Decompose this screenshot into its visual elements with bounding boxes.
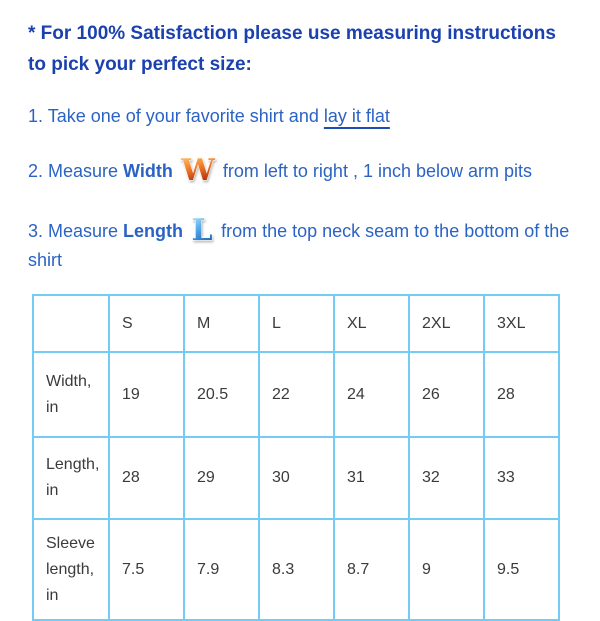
length-bold-label: Length	[123, 221, 184, 241]
row-label-sleeve-length: Sleeve length, in	[32, 518, 110, 621]
heading-line-2: to pick your perfect size:	[28, 54, 252, 75]
lay-it-flat-emphasis: lay it flat	[323, 106, 390, 126]
column-header-3xl: 3XL	[483, 294, 560, 353]
satisfaction-heading: * For 100% Satisfaction please use measu…	[28, 18, 580, 80]
l-glyph: L	[192, 213, 213, 248]
column-header-m: M	[183, 294, 260, 353]
length-s-cell: 28	[108, 436, 185, 520]
step-2-measure-width: 2. Measure Width W from left to right , …	[28, 150, 573, 189]
sleeve-l-cell: 8.3	[258, 518, 335, 621]
width-letter-w-icon: W	[180, 153, 217, 189]
step-3-measure-length: 3. Measure Length L from the top neck se…	[28, 210, 573, 272]
step-3-text-before: 3. Measure	[28, 221, 124, 241]
length-xl-cell: 31	[333, 436, 410, 520]
sleeve-3xl-cell: 9.5	[483, 518, 560, 621]
column-header-xl: XL	[333, 294, 410, 353]
width-3xl-cell: 28	[483, 351, 560, 438]
column-header-s: S	[108, 294, 185, 353]
width-m-cell: 20.5	[183, 351, 260, 438]
length-letter-l-icon: L	[191, 213, 213, 249]
step-1-text: 1. Take one of your favorite shirt and	[28, 106, 324, 126]
step-2-text-after: from left to right , 1 inch below arm pi…	[222, 161, 533, 181]
step-1-lay-flat: 1. Take one of your favorite shirt and l…	[28, 104, 573, 128]
table-row-length: Length, in 28 29 30 31 32 33	[32, 436, 560, 520]
row-label-length: Length, in	[32, 436, 110, 520]
table-row-sleeve-length: Sleeve length, in 7.5 7.9 8.3 8.7 9 9.5	[32, 518, 560, 621]
column-header-l: L	[258, 294, 335, 353]
length-2xl-cell: 32	[408, 436, 485, 520]
width-l-cell: 22	[258, 351, 335, 438]
length-3xl-cell: 33	[483, 436, 560, 520]
step-2-text-before: 2. Measure	[28, 161, 124, 181]
sleeve-s-cell: 7.5	[108, 518, 185, 621]
size-guide-section: * For 100% Satisfaction please use measu…	[28, 18, 580, 621]
length-m-cell: 29	[183, 436, 260, 520]
corner-cell	[32, 294, 110, 353]
column-header-2xl: 2XL	[408, 294, 485, 353]
width-2xl-cell: 26	[408, 351, 485, 438]
width-bold-label: Width	[123, 161, 173, 181]
heading-line-1: * For 100% Satisfaction please use measu…	[28, 23, 556, 44]
size-table-header-row: S M L XL 2XL 3XL	[32, 294, 560, 353]
sleeve-m-cell: 7.9	[183, 518, 260, 621]
sleeve-2xl-cell: 9	[408, 518, 485, 621]
w-glyph: W	[180, 153, 216, 188]
size-chart-table: S M L XL 2XL 3XL Width, in 19 20.5 22 24…	[32, 294, 560, 621]
length-l-cell: 30	[258, 436, 335, 520]
step-3-text-after: from the top neck seam to the bottom of …	[28, 221, 570, 270]
width-s-cell: 19	[108, 351, 185, 438]
sleeve-xl-cell: 8.7	[333, 518, 410, 621]
row-label-width: Width, in	[32, 351, 110, 438]
table-row-width: Width, in 19 20.5 22 24 26 28	[32, 351, 560, 438]
width-xl-cell: 24	[333, 351, 410, 438]
